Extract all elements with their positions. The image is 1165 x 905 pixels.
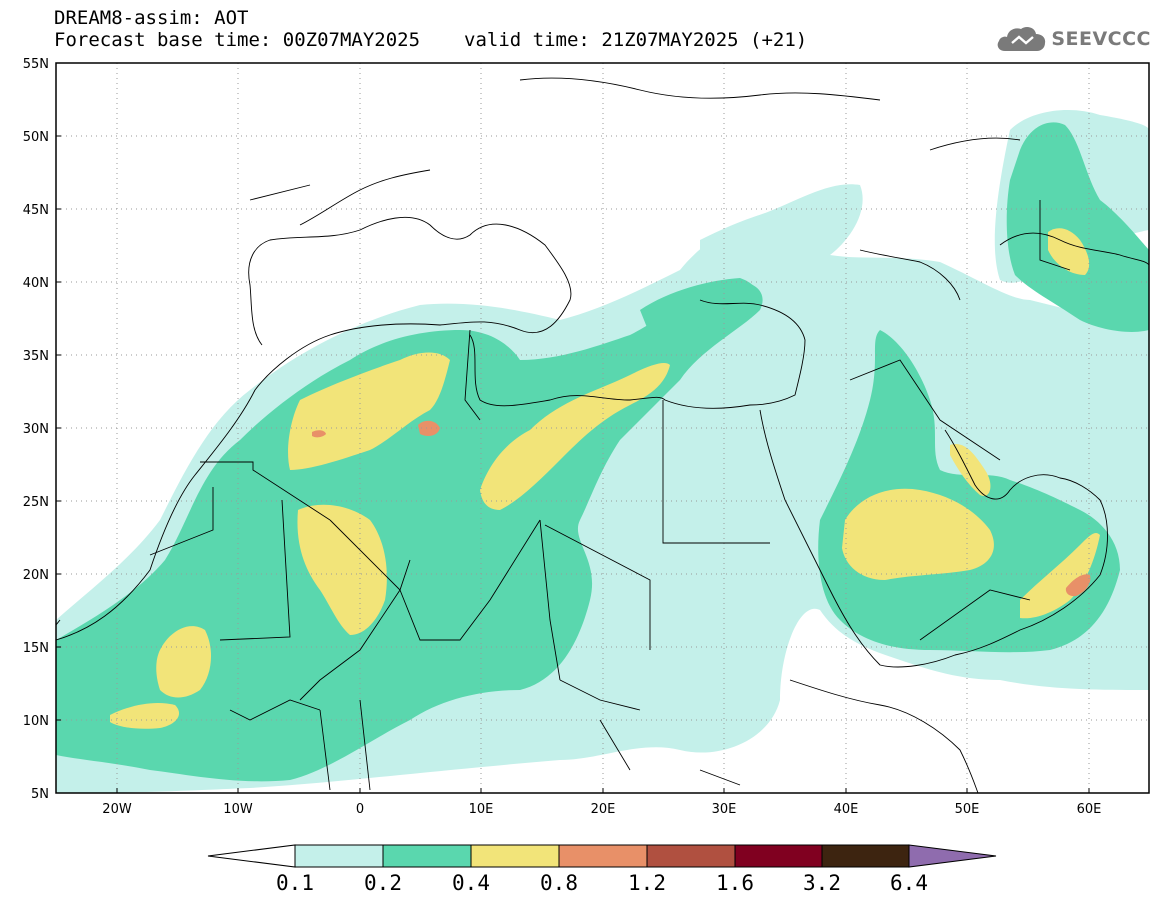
lat-label: 40N (23, 276, 49, 291)
lon-label: 0 (356, 802, 364, 817)
lat-label: 15N (23, 641, 49, 656)
lon-label: 60E (1077, 802, 1102, 817)
lon-tick-marks (116, 788, 1090, 793)
lat-label: 50N (23, 130, 49, 145)
lat-label: 25N (23, 495, 49, 510)
colorbar-under-arrow (207, 844, 296, 868)
colorbar: 0.1 0.2 0.4 0.8 1.2 1.6 3.2 6.4 (207, 844, 997, 895)
colorbar-label: 0.1 (276, 871, 314, 895)
lon-label: 20E (591, 802, 616, 817)
lon-label: 10E (469, 802, 494, 817)
colorbar-over-arrow (908, 844, 997, 868)
lat-label: 5N (31, 787, 49, 802)
seevccc-logo: SEEVCCC (995, 22, 1151, 56)
logo-text: SEEVCCC (1051, 28, 1151, 50)
lon-label: 50E (955, 802, 980, 817)
lon-labels: 20W 10W 0 10E 20E 30E 40E 50E 60E (102, 802, 1101, 817)
chart-title: DREAM8-assim: AOT (54, 7, 249, 29)
lon-label: 40E (834, 802, 859, 817)
colorbar-label: 3.2 (803, 871, 841, 895)
colorbar-label: 0.8 (540, 871, 578, 895)
lon-label: 20W (102, 802, 132, 817)
lat-label: 20N (23, 568, 49, 583)
colorbar-labels: 0.1 0.2 0.4 0.8 1.2 1.6 3.2 6.4 (276, 871, 928, 895)
colorbar-label: 1.6 (716, 871, 754, 895)
colorbar-bin-3.2 (821, 844, 910, 868)
coastlines-borders (56, 77, 1149, 793)
base-time-label: Forecast base time: 00Z07MAY2025 (54, 29, 421, 51)
colorbar-label: 1.2 (628, 871, 666, 895)
aot-fields (56, 110, 1149, 793)
cloud-icon (997, 26, 1046, 51)
colorbar-bin-0.4 (470, 844, 560, 868)
lat-label: 30N (23, 422, 49, 437)
lat-label: 55N (23, 57, 49, 72)
colorbar-bin-0.8 (558, 844, 648, 868)
colorbar-bin-0.2 (382, 844, 472, 868)
aot-level-0.8 (312, 420, 1091, 597)
valid-time-label: valid time: 21Z07MAY2025 (+21) (464, 29, 808, 51)
colorbar-bin-0.1 (294, 844, 384, 868)
colorbar-label: 6.4 (890, 871, 928, 895)
lat-label: 35N (23, 349, 49, 364)
colorbar-label: 0.4 (452, 871, 490, 895)
colorbar-label: 0.2 (364, 871, 402, 895)
lon-label: 10W (223, 802, 253, 817)
lat-tick-marks (56, 62, 61, 794)
chart-subtitle: Forecast base time: 00Z07MAY2025 valid ti… (54, 30, 807, 50)
lat-label: 10N (23, 714, 49, 729)
aot-level-0.4 (110, 228, 1100, 729)
lon-label: 30E (712, 802, 737, 817)
colorbar-bin-1.6 (734, 844, 823, 868)
lat-labels: 55N 50N 45N 40N 35N 30N 25N 20N 15N 10N … (23, 57, 49, 802)
colorbar-bin-1.2 (646, 844, 736, 868)
lat-label: 45N (23, 203, 49, 218)
map-gridlines (56, 63, 1149, 793)
